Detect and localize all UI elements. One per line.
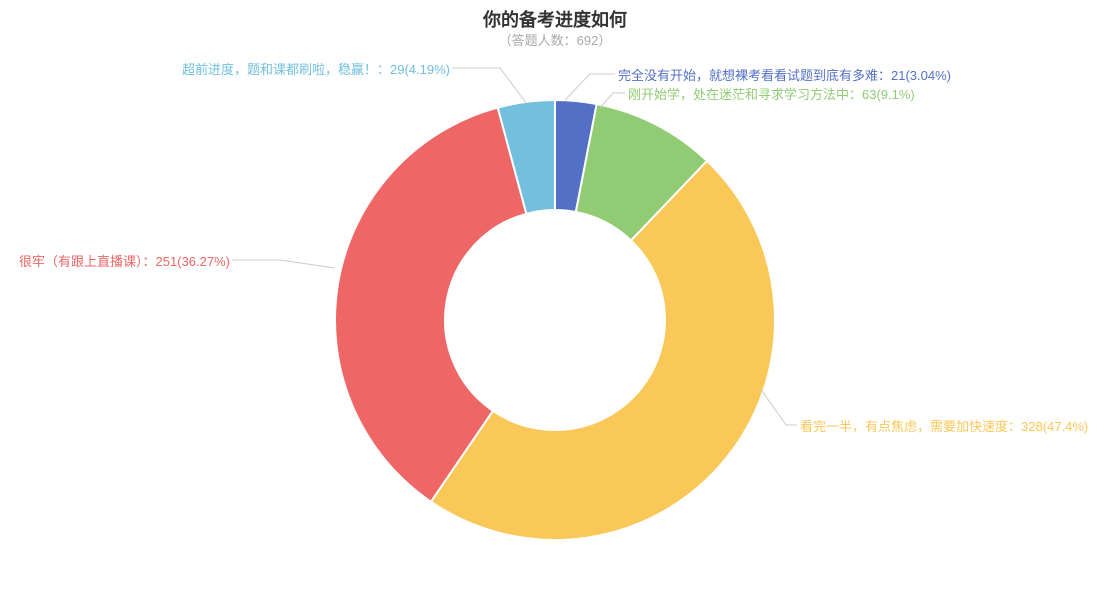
slice-label: 完全没有开始，就想裸考看看试题到底有多难：21(3.04%) [618,69,951,82]
leader-line [760,388,797,425]
slice-label: 很牢（有跟上直播课）：251(36.27%) [19,255,230,268]
chart-title: 你的备考进度如何 [0,6,1110,32]
chart-subtitle: （答题人数：692） [0,30,1110,49]
slice-label: 看完一半，有点焦虑，需要加快速度：328(47.4%) [800,420,1088,433]
leader-line [565,74,615,100]
leader-line [452,68,526,103]
donut-chart [0,50,1110,600]
leader-line [232,260,335,268]
slice-label: 超前进度，题和课都刷啦，稳赢！：29(4.19%) [182,63,450,76]
slice-label: 刚开始学，处在迷茫和寻求学习方法中：63(9.1%) [628,88,915,101]
